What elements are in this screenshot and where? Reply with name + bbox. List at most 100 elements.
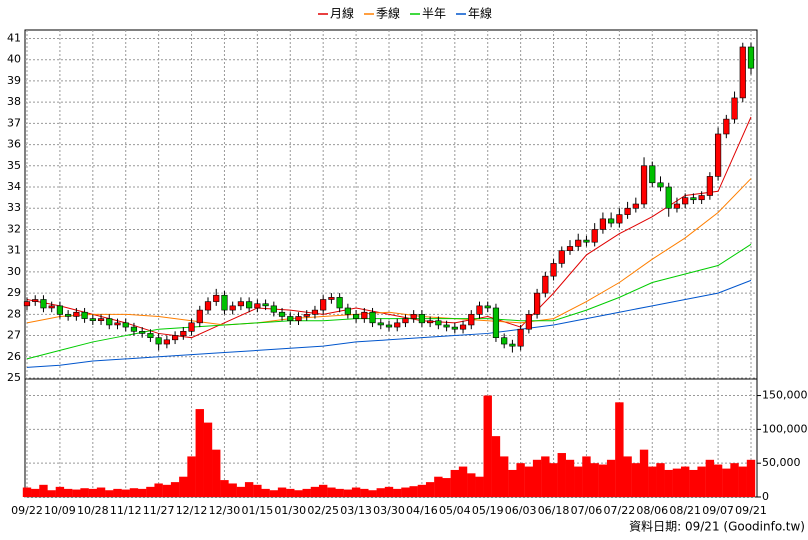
candle-body xyxy=(706,176,713,196)
candle-body xyxy=(550,263,557,277)
legend-label: 年線 xyxy=(468,6,492,21)
volume-bar xyxy=(425,482,435,497)
volume-bar xyxy=(253,484,262,497)
volume-bar xyxy=(137,488,147,497)
x-tick-label: 12/12 xyxy=(176,504,208,517)
volume-bar xyxy=(434,476,443,497)
volume-bar xyxy=(606,459,616,497)
volume-tick-label: 0 xyxy=(762,490,769,503)
x-tick-label: 08/21 xyxy=(669,504,701,517)
x-tick-label: 09/21 xyxy=(735,504,767,517)
x-tick-label: 10/09 xyxy=(44,504,76,517)
volume-bar xyxy=(656,463,665,497)
candle-body xyxy=(262,303,269,307)
candle-body xyxy=(114,322,121,326)
candle-body xyxy=(188,322,195,332)
volume-bar xyxy=(343,489,353,497)
candle-body xyxy=(311,309,319,315)
volume-bar xyxy=(516,463,525,497)
y-tick-label: 28 xyxy=(7,307,21,320)
source-note: 資料日期: 09/21 (Goodinfo.tw) xyxy=(629,520,805,534)
volume-bar xyxy=(532,459,542,497)
volume-bar xyxy=(730,463,739,497)
volume-tick-label: 50,000 xyxy=(762,456,801,469)
volume-bar xyxy=(302,488,311,497)
volume-tick-label: 150,000 xyxy=(762,389,808,402)
candle-body xyxy=(533,292,541,315)
volume-bar xyxy=(680,466,690,497)
y-tick-label: 35 xyxy=(7,159,21,172)
x-tick-label: 10/28 xyxy=(77,504,109,517)
candle-body xyxy=(56,305,64,315)
candle-body xyxy=(443,324,450,328)
candle-body xyxy=(139,331,146,334)
volume-bar xyxy=(80,488,89,497)
volume-bar xyxy=(483,395,492,497)
volume-bar xyxy=(623,456,632,497)
y-tick-label: 32 xyxy=(7,222,21,235)
volume-bar xyxy=(376,488,385,497)
volume-bar xyxy=(351,487,361,497)
legend-label: 月線 xyxy=(330,6,354,21)
volume-bar xyxy=(113,488,122,497)
volume-bar xyxy=(738,466,747,497)
x-tick-label: 07/22 xyxy=(604,504,636,517)
candle-body xyxy=(616,214,623,224)
candle-body xyxy=(237,301,245,307)
y-tick-label: 33 xyxy=(7,201,21,214)
volume-bar xyxy=(39,484,48,497)
volume-bar xyxy=(105,490,114,497)
candle-body xyxy=(468,314,475,326)
candle-body xyxy=(344,307,351,315)
candle-body xyxy=(731,97,738,120)
candle-body xyxy=(213,294,220,302)
candle-body xyxy=(229,305,236,311)
ma-line xyxy=(26,178,752,326)
candle-body xyxy=(278,311,286,317)
candle-body xyxy=(106,318,113,326)
volume-bar xyxy=(450,469,460,497)
candle-body xyxy=(632,203,639,209)
candle-body xyxy=(394,322,401,328)
volume-bar xyxy=(360,488,369,497)
volume-bar xyxy=(236,486,246,497)
candle-body xyxy=(435,320,442,326)
volume-bar xyxy=(179,476,188,497)
volume-bar xyxy=(524,466,534,497)
y-tick-label: 34 xyxy=(7,180,21,193)
volume-bar xyxy=(458,466,468,497)
y-tick-label: 36 xyxy=(7,138,21,151)
volume-bar xyxy=(384,486,394,497)
candle-body xyxy=(32,299,39,302)
y-tick-label: 31 xyxy=(7,244,21,257)
candle-body xyxy=(287,316,294,322)
volume-bar xyxy=(261,488,270,497)
volume-bar xyxy=(541,456,550,497)
volume-bar xyxy=(590,463,599,497)
candle-body xyxy=(65,314,72,317)
volume-bar xyxy=(639,449,649,497)
candle-body xyxy=(484,305,491,309)
candle-body xyxy=(459,324,467,330)
volume-bar xyxy=(697,466,706,497)
volume-bar xyxy=(47,490,56,497)
legend-label: 季線 xyxy=(376,6,400,21)
volume-bar xyxy=(722,468,731,497)
volume-bar xyxy=(499,456,509,497)
x-tick-label: 09/07 xyxy=(702,504,734,517)
candle-body xyxy=(303,314,310,317)
volume-bar xyxy=(220,480,229,497)
candle-body xyxy=(180,331,187,336)
x-tick-label: 06/03 xyxy=(505,504,537,517)
volume-bar xyxy=(672,468,682,497)
volume-bar xyxy=(565,459,575,497)
volume-bar xyxy=(22,487,32,497)
candle-body xyxy=(558,250,565,264)
y-tick-label: 29 xyxy=(7,286,21,299)
candle-body xyxy=(361,311,368,319)
candle-body xyxy=(640,165,648,205)
volume-bar xyxy=(442,478,451,497)
volume-bar xyxy=(475,476,484,497)
volume-bar xyxy=(615,402,624,497)
